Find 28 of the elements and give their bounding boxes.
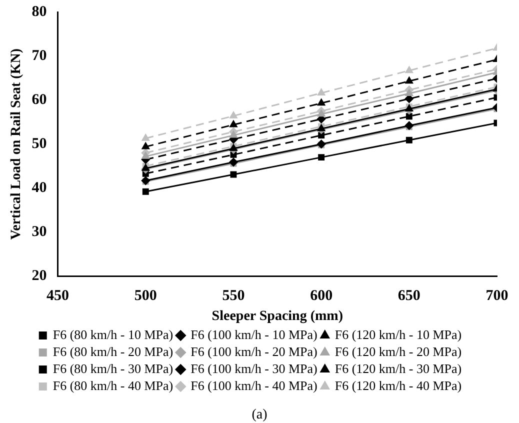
legend-label: F6 (100 km/h - 30 MPa) <box>190 360 318 376</box>
y-tick-label: 70 <box>32 48 47 64</box>
legend-label: F6 (80 km/h - 30 MPa) <box>52 360 174 376</box>
y-tick-label: 60 <box>32 92 47 108</box>
legend-label: F6 (100 km/h - 20 MPa) <box>190 344 318 359</box>
x-axis-title: Sleeper Spacing (mm) <box>212 309 344 324</box>
legend-label: F6 (120 km/h - 40 MPa) <box>334 378 462 393</box>
x-tick-label: 700 <box>486 288 508 304</box>
legend-label: F6 (100 km/h - 10 MPa) <box>190 326 318 342</box>
legend-label: F6 (120 km/h - 20 MPa) <box>334 344 462 359</box>
x-tick-label: 450 <box>46 288 70 304</box>
y-tick-label: 80 <box>32 4 47 20</box>
x-tick-label: 550 <box>222 288 245 304</box>
legend-label: F6 (80 km/h - 40 MPa) <box>52 378 174 393</box>
legend-label: F6 (80 km/h - 10 MPa) <box>52 326 174 342</box>
y-axis-title: Vertical Load on Rail Seat (KN) <box>9 48 24 240</box>
y-tick-label: 20 <box>32 268 47 284</box>
y-tick-label: 30 <box>32 224 47 240</box>
y-tick-label: 50 <box>32 136 47 152</box>
x-tick-label: 600 <box>310 288 333 304</box>
x-tick-label: 500 <box>134 288 157 304</box>
legend-label: F6 (80 km/h - 20 MPa) <box>52 344 174 359</box>
x-tick-label: 650 <box>398 288 420 304</box>
y-tick-label: 40 <box>32 180 47 196</box>
legend-label: F6 (120 km/h - 30 MPa) <box>334 360 462 376</box>
text: (a) <box>252 408 268 423</box>
legend-label: F6 (120 km/h - 10 MPa) <box>334 326 462 342</box>
legend-label: F6 (100 km/h - 40 MPa) <box>190 378 318 393</box>
